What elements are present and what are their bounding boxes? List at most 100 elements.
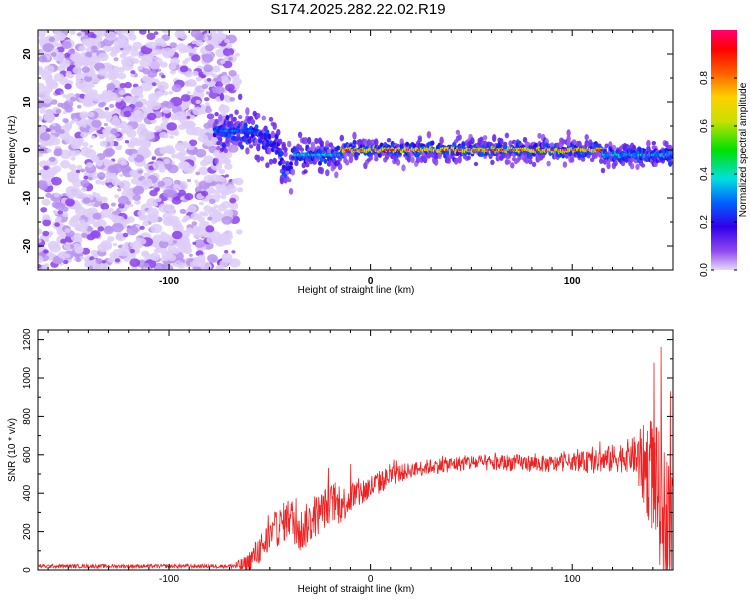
spectrogram-cell-49 — [225, 136, 230, 144]
spectrogram-cell-730 — [406, 155, 412, 163]
spectrogram-noise-cell-1415 — [126, 129, 137, 138]
spectrogram-noise-cell-980 — [183, 215, 191, 221]
colorbar: 0.0 0.2 0.4 0.6 0.8 Normalized spectral ampl… — [699, 30, 749, 277]
spectrogram-cell-1635 — [640, 163, 646, 168]
spectrogram-noise-cell-1077 — [47, 231, 54, 236]
spectrogram-noise-cell-1074 — [177, 154, 183, 158]
spectrogram-noise-cell-1079 — [42, 230, 50, 237]
spectrogram-noise-cell-1052 — [123, 44, 133, 52]
spectrogram-noise-cell-604 — [92, 158, 97, 163]
spectrogram-noise-cell-1120 — [38, 238, 42, 244]
spectrogram-noise-cell-862 — [206, 161, 211, 165]
spectrogram-cell-285 — [290, 168, 295, 174]
spectrogram-noise-cell-942 — [222, 47, 235, 57]
spectrogram-cell-466 — [337, 164, 343, 171]
spectrogram-cell-689 — [395, 159, 401, 166]
spectrogram-noise-cell-480 — [204, 102, 210, 107]
spectrogram-noise-cell-1280 — [163, 158, 171, 164]
spectrogram-noise-cell-356 — [124, 81, 132, 89]
spectrogram-cell-42 — [223, 148, 228, 154]
spectrogram-noise-cell-61 — [42, 219, 51, 227]
spectrogram-noise-cell-1351 — [122, 219, 128, 223]
spectrogram-noise-cell-913 — [170, 57, 181, 66]
spectrogram-x-tick-label-2: 100 — [564, 276, 581, 287]
spectrogram-cell-22 — [218, 114, 223, 122]
spectrogram-noise-cell-684 — [172, 240, 178, 244]
spectrogram-cell-928 — [457, 155, 462, 164]
spectrogram-noise-cell-1416 — [61, 41, 72, 49]
spectrogram-noise-cell-1437 — [111, 178, 121, 186]
spectrogram-noise-cell-70 — [168, 90, 174, 95]
spectrogram-noise-cell-1464 — [71, 141, 82, 150]
spectrogram-cell-944 — [461, 141, 466, 147]
spectrogram-noise-cell-1426 — [157, 181, 166, 187]
spectrogram-noise-cell-748 — [81, 186, 88, 192]
spectrogram-x-tick-label-0: -100 — [159, 276, 179, 287]
spectrogram-noise-cell-5 — [107, 236, 115, 242]
spectrogram-noise-cell-1481 — [173, 249, 180, 255]
spectrogram-noise-cell-545 — [153, 31, 159, 36]
spectrogram-cell-521 — [352, 131, 357, 140]
spectrogram-noise-cell-1060 — [51, 123, 56, 127]
spectrogram-noise-cell-1267 — [109, 252, 117, 259]
spectrogram-noise-cell-1463 — [174, 30, 185, 39]
spectrogram-noise-cell-391 — [64, 122, 73, 129]
spectrogram-noise-cell-1456 — [87, 31, 95, 38]
spectrogram-noise-cell-375 — [205, 91, 210, 95]
spectrogram-noise-cell-1434 — [87, 111, 95, 118]
spectrogram-cell-807 — [426, 131, 432, 139]
spectrogram-cell-1202 — [528, 151, 533, 157]
spectrogram-noise-cell-1439 — [71, 54, 82, 63]
spectrogram-noise-cell-694 — [195, 76, 202, 82]
spectrogram-cell-1530 — [613, 160, 618, 167]
spectrogram-noise-cell-1410 — [97, 243, 109, 253]
spectrogram-noise-cell-1197 — [202, 211, 209, 217]
spectrogram-cell-621 — [377, 152, 382, 158]
spectrogram-noise-cell-927 — [38, 255, 44, 264]
spectrogram-noise-cell-1073 — [38, 264, 42, 268]
spectrogram-cell-206 — [267, 147, 272, 155]
spectrogram-cell-64 — [228, 113, 234, 118]
spectrogram-noise-cell-814 — [42, 43, 54, 53]
spectrogram-cell-267 — [285, 170, 290, 176]
spectrogram-noise-cell-831 — [153, 56, 160, 61]
spectrogram-noise-cell-1057 — [152, 182, 159, 188]
spectrogram-cell-1556 — [620, 160, 626, 167]
spectrogram-cell-126 — [245, 107, 250, 116]
spectrogram-noise-cell-587 — [188, 253, 193, 257]
spectrogram-noise-cell-1143 — [151, 156, 156, 161]
spectrogram-noise-cell-1250 — [42, 90, 48, 96]
spectrogram-noise-cell-998 — [158, 203, 171, 213]
spectrogram-noise-cell-556 — [67, 48, 76, 55]
snr-y-tick-label-2: 400 — [22, 484, 33, 501]
spectrogram-noise-cell-1151 — [75, 93, 80, 97]
spectrogram-cell-1052 — [490, 159, 495, 165]
spectrogram-noise-cell-295 — [38, 99, 45, 109]
spectrogram-cell-260 — [283, 151, 288, 158]
spectrogram-cell-1391 — [577, 153, 582, 159]
spectrogram-noise-cell-1010 — [159, 149, 166, 155]
spectrogram-cell-9 — [214, 112, 219, 117]
spectrogram-noise-cell-887 — [90, 249, 99, 257]
spectrogram-noise-cell-1321 — [192, 106, 204, 116]
spectrogram-noise-cell-1308 — [88, 37, 95, 43]
spectrogram-cell-1347 — [566, 129, 571, 137]
spectrogram-noise-cell-1349 — [88, 128, 95, 133]
spectrogram-noise-cell-1425 — [219, 152, 227, 159]
spectrogram-noise-cell-1333 — [46, 117, 54, 124]
spectrogram-cell-927 — [457, 134, 462, 141]
spectrogram-cell-1123 — [508, 140, 513, 147]
spectrogram-noise-cell-1474 — [211, 219, 217, 224]
spectrogram-cell-1676 — [651, 141, 656, 146]
spectrogram-noise-cell-956 — [185, 233, 191, 237]
colorbar-tick-label-4: 0.8 — [699, 71, 710, 85]
spectrogram-cell-858 — [439, 137, 444, 144]
spectrogram-cell-187 — [261, 115, 266, 121]
spectrogram-cell-317 — [299, 147, 305, 152]
spectrogram-cell-461 — [336, 145, 341, 151]
spectrogram-noise-cell-1222 — [134, 110, 144, 118]
spectrogram-noise-cell-1311 — [232, 77, 243, 86]
spectrogram-noise-cell-1369 — [193, 233, 200, 239]
spectrogram-cell-1179 — [522, 136, 528, 143]
